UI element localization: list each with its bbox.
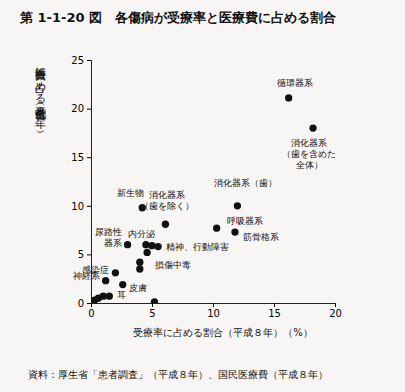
point-label: 皮膚	[129, 283, 147, 293]
point-label-line: 呼吸器系	[227, 216, 263, 226]
x-axis: 0 5 10 15 20	[88, 303, 342, 319]
y-tick: 20	[71, 103, 91, 114]
point	[95, 294, 102, 301]
y-tick: 25	[71, 55, 91, 66]
x-tick: 10	[207, 303, 220, 319]
y-tick-label: 5	[78, 249, 84, 260]
x-tick-mark	[213, 303, 214, 307]
point-label-line: （歯を含めた	[282, 149, 336, 159]
point-label-line: 消化器系（歯）	[214, 178, 277, 188]
point-label: 循環器系	[277, 78, 313, 88]
x-tick: 20	[329, 303, 342, 319]
y-tick: 10	[71, 201, 91, 212]
source: 資料：厚生省「患者調査」（平成８年）、国民医療費（平成８年）	[28, 369, 328, 380]
y-tick-label: 25	[71, 55, 84, 66]
title: 第 1-1-20 図 各傷病が受療率と医療費に占める割合	[19, 10, 336, 25]
y-tick-mark	[87, 254, 91, 255]
point	[142, 241, 149, 248]
x-tick-label: 5	[149, 308, 155, 319]
x-tick-mark	[274, 303, 275, 307]
y-tick-label: 0	[78, 298, 84, 309]
point	[213, 225, 220, 232]
y-tick-label: 15	[71, 152, 84, 163]
point-label-line: 筋骨格系	[243, 232, 279, 242]
y-tick: 5	[78, 249, 91, 260]
point-label: 消化器系（歯を除く）	[140, 190, 194, 211]
point	[148, 242, 155, 249]
point-label-line: 耳	[117, 290, 126, 300]
point-label-line: 損傷中毒	[155, 260, 191, 270]
point	[231, 228, 238, 235]
point	[136, 259, 143, 266]
y-tick-mark	[87, 303, 91, 304]
point-label-line: 精神、行動障害	[166, 242, 229, 252]
x-tick-label: 20	[329, 308, 342, 319]
point	[136, 265, 143, 272]
point-label: 新生物	[117, 188, 144, 198]
point-label-line: 内分泌	[128, 229, 155, 239]
point	[162, 221, 169, 228]
point	[234, 202, 241, 209]
y-tick-mark	[87, 206, 91, 207]
point-label-line: 神経系	[73, 271, 100, 281]
y-tick-label: 20	[71, 103, 84, 114]
point	[124, 241, 131, 248]
point-label: 消化器系（歯を含めた全体）	[282, 138, 336, 170]
point-label: 耳	[117, 290, 126, 300]
x-axis-title: 受療率に占める割合（平成８年）（%）	[133, 327, 313, 338]
point	[151, 298, 158, 303]
x-tick-label: 10	[207, 308, 220, 319]
point-label-line: 尿路性	[95, 227, 122, 237]
y-tick-mark	[87, 60, 91, 61]
x-tick: 0	[88, 303, 94, 319]
y-axis-title: 医療費に占める割合（平成８年）（%）	[34, 60, 47, 133]
point-label: 精神、行動障害	[166, 242, 229, 252]
y-tick-label: 10	[71, 201, 84, 212]
point-label: 損傷中毒	[155, 260, 191, 270]
point	[285, 94, 292, 101]
point-labels: 循環器系消化器系（歯を含めた全体）新生物消化器系（歯を除く）消化器系（歯）呼吸器…	[73, 78, 336, 300]
point	[143, 249, 150, 256]
y-tick-mark	[87, 157, 91, 158]
y-tick-mark	[87, 109, 91, 110]
x-tick-label: 0	[88, 308, 94, 319]
point-label-line: 新生物	[117, 188, 144, 198]
point-label-line: 消化器系	[291, 138, 327, 148]
points	[91, 94, 317, 303]
x-tick-mark	[335, 303, 336, 307]
point	[119, 281, 126, 288]
point-label: 呼吸器系	[227, 216, 263, 226]
point	[106, 293, 113, 300]
x-tick: 15	[268, 303, 281, 319]
point-label-line: 皮膚	[129, 283, 147, 293]
point	[309, 124, 316, 131]
point-label-line: 消化器系	[149, 190, 185, 200]
x-axis-line	[92, 304, 336, 308]
point	[154, 243, 161, 250]
point-label-line: 全体）	[296, 160, 323, 170]
point	[102, 277, 109, 284]
point-label-line: （歯を除く）	[140, 201, 194, 211]
point-label: 筋骨格系	[243, 232, 279, 242]
point-label: 尿路性器系	[95, 227, 122, 248]
x-tick-label: 15	[268, 308, 281, 319]
y-tick: 15	[71, 152, 91, 163]
x-tick-mark	[152, 303, 153, 307]
point	[112, 269, 119, 276]
point-label-line: 循環器系	[277, 78, 313, 88]
point-label: 内分泌	[128, 229, 155, 239]
y-tick: 0	[78, 298, 91, 309]
x-tick: 5	[149, 303, 155, 319]
point-label-line: 器系	[104, 238, 122, 248]
point-label: 消化器系（歯）	[214, 178, 277, 188]
point-label: 神経系	[73, 271, 100, 281]
